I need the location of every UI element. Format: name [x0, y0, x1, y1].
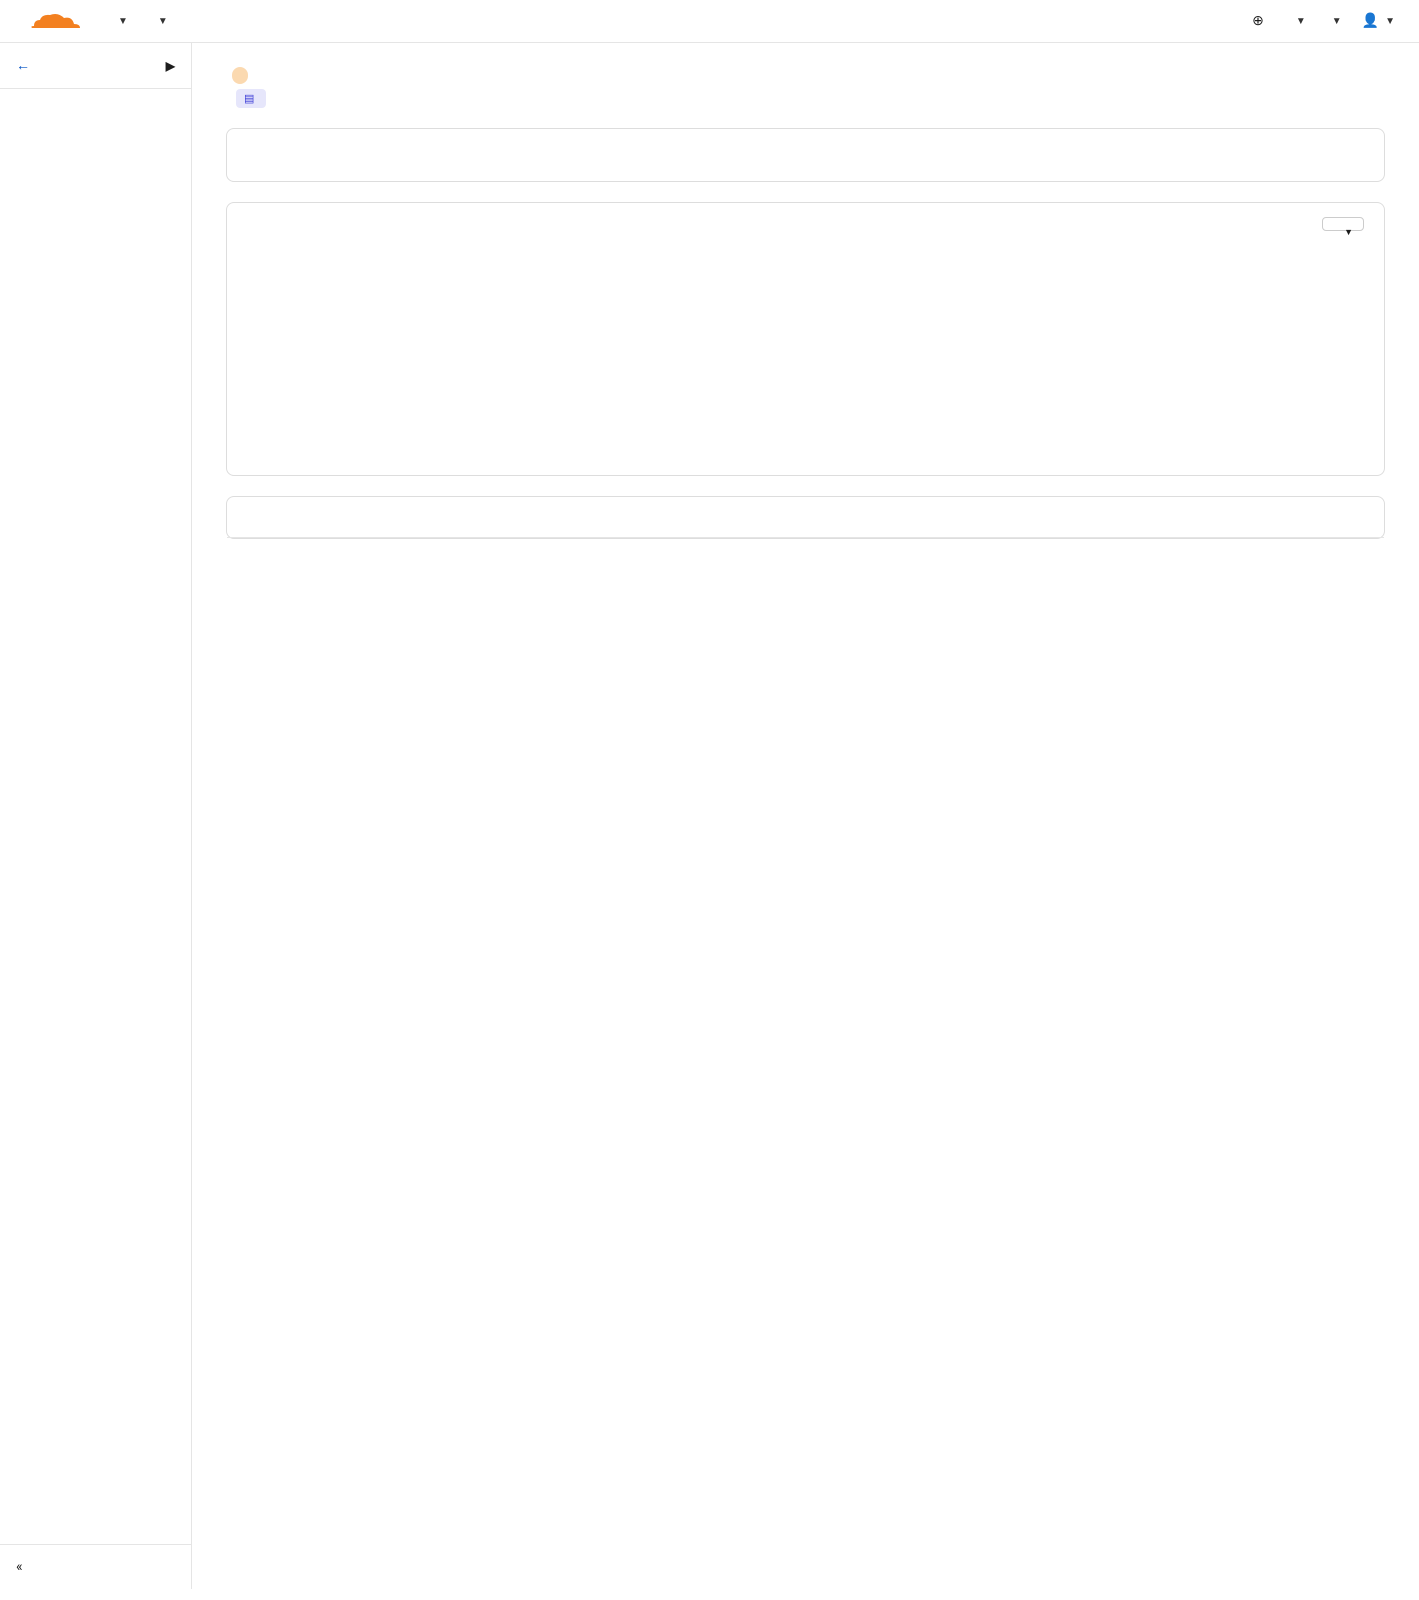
collapse-icon: «: [16, 1559, 23, 1575]
topbar: ▼ ▼ ⊕ ▼ ▼ 👤 ▼: [0, 0, 1419, 43]
language-dropdown[interactable]: ▼: [1326, 16, 1342, 27]
email-record-overview-card: [226, 128, 1385, 182]
zone-dropdown[interactable]: ▼: [152, 16, 168, 27]
chevron-down-icon: ▼: [1296, 16, 1306, 27]
back-arrow-icon: ←: [16, 57, 30, 74]
sidebar: ← ▶ «: [0, 43, 192, 1589]
main-content: ▤: [192, 43, 1419, 1589]
cloudflare-logo-icon: [24, 10, 88, 32]
chevron-down-icon: ▼: [1332, 16, 1342, 27]
account-dropdown[interactable]: ▼: [112, 16, 128, 27]
user-icon: 👤: [1362, 13, 1379, 29]
user-menu[interactable]: 👤 ▼: [1362, 13, 1395, 29]
chevron-down-icon: ▼: [1385, 16, 1395, 27]
docs-link[interactable]: ▤: [236, 89, 266, 108]
sources-description: [227, 521, 1384, 537]
sidebar-nav: [0, 89, 191, 1544]
collapse-sidebar-button[interactable]: «: [0, 1544, 191, 1589]
chevron-down-icon: ▼: [118, 16, 128, 27]
sidebar-domain-header[interactable]: ← ▶: [0, 43, 191, 89]
chevron-right-icon: ▶: [166, 59, 175, 73]
email-volume-chart: [247, 241, 1364, 451]
support-dropdown[interactable]: ▼: [1290, 16, 1306, 27]
logo[interactable]: [24, 10, 88, 32]
email-volume-card: [226, 202, 1385, 476]
add-site-button[interactable]: ⊕: [1252, 13, 1270, 29]
plus-icon: ⊕: [1252, 13, 1264, 29]
chevron-down-icon: ▼: [158, 16, 168, 27]
top-sources-card: [226, 496, 1385, 539]
date-range-select[interactable]: [1322, 217, 1364, 231]
book-icon: ▤: [244, 92, 254, 105]
beta-badge: [232, 67, 248, 84]
